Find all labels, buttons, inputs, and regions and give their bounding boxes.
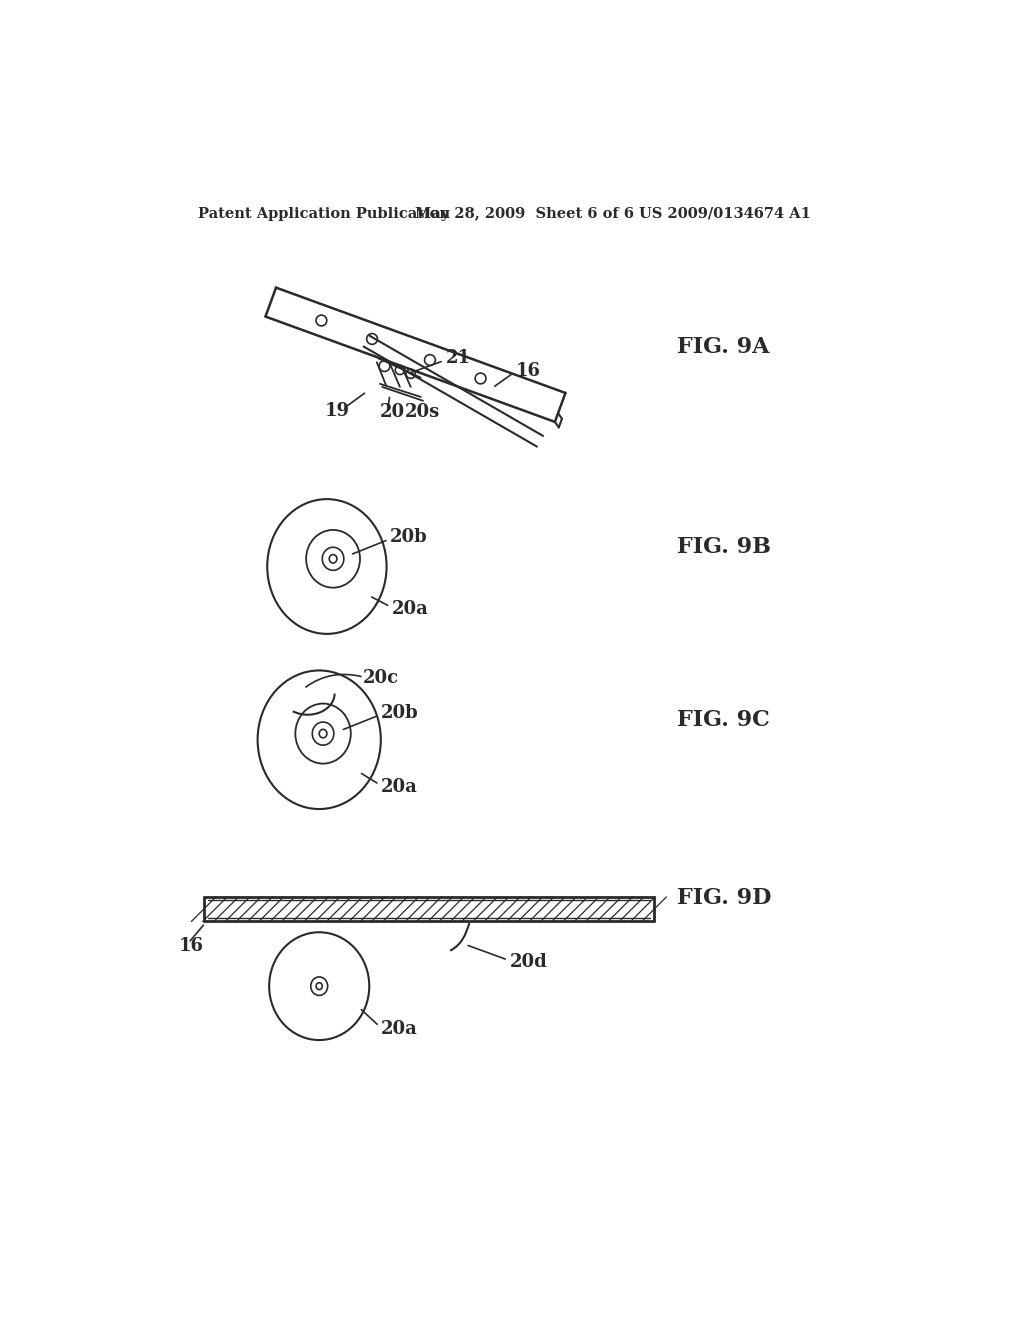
- Text: Patent Application Publication: Patent Application Publication: [199, 207, 451, 220]
- Text: 16: 16: [179, 937, 204, 956]
- Text: 16: 16: [515, 362, 541, 380]
- Text: US 2009/0134674 A1: US 2009/0134674 A1: [639, 207, 811, 220]
- Text: 21: 21: [445, 350, 470, 367]
- Text: 20c: 20c: [364, 669, 399, 688]
- Text: 20b: 20b: [390, 528, 428, 546]
- Text: 20a: 20a: [381, 1019, 418, 1038]
- Text: 20a: 20a: [391, 599, 428, 618]
- Text: FIG. 9B: FIG. 9B: [677, 536, 771, 558]
- Text: FIG. 9C: FIG. 9C: [677, 710, 770, 731]
- Text: FIG. 9D: FIG. 9D: [677, 887, 772, 908]
- Text: 20b: 20b: [381, 704, 419, 722]
- Text: 20a: 20a: [381, 777, 418, 796]
- Text: May 28, 2009  Sheet 6 of 6: May 28, 2009 Sheet 6 of 6: [416, 207, 635, 220]
- Text: FIG. 9A: FIG. 9A: [677, 337, 770, 358]
- Text: 20: 20: [380, 404, 406, 421]
- Text: 20s: 20s: [406, 404, 440, 421]
- Text: 19: 19: [325, 401, 349, 420]
- Text: 20d: 20d: [509, 953, 547, 972]
